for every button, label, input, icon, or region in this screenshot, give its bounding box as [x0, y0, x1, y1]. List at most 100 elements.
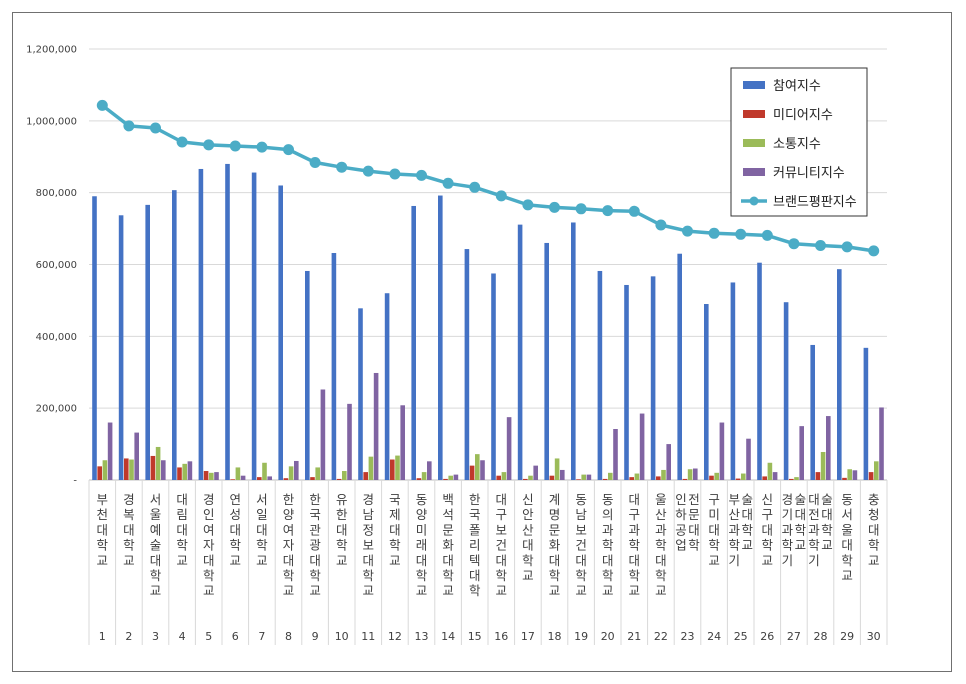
bar-커뮤니티지수 — [613, 429, 618, 480]
bar-참여지수 — [225, 163, 230, 480]
bar-소통지수 — [581, 474, 586, 480]
legend-swatch — [743, 168, 765, 176]
bar-커뮤니티지수 — [480, 460, 485, 480]
bar-커뮤니티지수 — [560, 469, 565, 480]
line-point — [123, 120, 135, 132]
line-point — [203, 139, 215, 151]
brand-line — [96, 99, 880, 257]
x-rank-label: 30 — [867, 630, 881, 643]
bar-커뮤니티지수 — [187, 461, 193, 480]
line-point — [655, 219, 667, 231]
bar-참여지수 — [730, 282, 736, 480]
bar-커뮤니티지수 — [586, 474, 592, 480]
bar-미디어지수 — [549, 475, 555, 480]
line-point — [150, 122, 161, 134]
bar-참여지수 — [145, 204, 150, 480]
x-rank-label: 1 — [99, 630, 106, 643]
line-point — [815, 240, 826, 251]
bar-미디어지수 — [656, 476, 661, 480]
bar-소통지수 — [820, 451, 826, 480]
line-point — [416, 169, 427, 181]
bar-미디어지수 — [336, 478, 342, 480]
x-rank-label: 14 — [441, 630, 455, 643]
x-rank-label: 9 — [312, 630, 319, 643]
bar-소통지수 — [794, 477, 799, 480]
bar-참여지수 — [517, 224, 523, 480]
bar-미디어지수 — [682, 478, 688, 480]
line-point — [442, 177, 454, 189]
x-rank-label: 4 — [179, 630, 186, 643]
bar-미디어지수 — [390, 459, 395, 480]
bar-미디어지수 — [310, 477, 315, 480]
y-tick-label: 200,000 — [36, 404, 77, 415]
bar-참여지수 — [783, 302, 789, 480]
x-rank-label: 22 — [654, 630, 668, 643]
line-point — [761, 229, 773, 241]
line-point — [495, 190, 507, 202]
line-point — [628, 205, 640, 217]
x-rank-label: 29 — [840, 630, 854, 643]
bar-커뮤니티지수 — [799, 426, 804, 481]
line-point — [868, 245, 880, 257]
line-point — [575, 203, 587, 215]
y-tick-label: 1,200,000 — [26, 45, 77, 56]
line-point — [256, 141, 268, 153]
bar-참여지수 — [837, 269, 842, 480]
y-tick-label: 400,000 — [36, 332, 77, 343]
x-rank-label: 15 — [468, 630, 482, 643]
x-rank-label: 28 — [814, 630, 828, 643]
bar-소통지수 — [847, 469, 852, 480]
line-point — [788, 238, 800, 250]
bar-참여지수 — [278, 185, 283, 481]
bar-미디어지수 — [150, 455, 156, 480]
line-point — [708, 227, 720, 239]
line-point — [283, 144, 294, 156]
bar-참여지수 — [305, 270, 310, 480]
bar-참여지수 — [597, 270, 603, 480]
bar-미디어지수 — [735, 478, 741, 480]
bar-소통지수 — [661, 469, 666, 480]
line-point — [682, 225, 693, 237]
bar-커뮤니티지수 — [134, 432, 139, 480]
bar-미디어지수 — [523, 478, 528, 480]
bar-미디어지수 — [443, 478, 448, 480]
line-point — [549, 201, 560, 213]
legend-label: 미디어지수 — [773, 108, 833, 123]
bar-미디어지수 — [203, 471, 209, 480]
bars — [92, 163, 884, 481]
line-point — [602, 205, 614, 217]
line-point — [841, 241, 853, 253]
x-rank-label: 21 — [627, 630, 641, 643]
line-point — [362, 165, 374, 177]
y-tick-label: 600,000 — [36, 260, 77, 271]
bar-커뮤니티지수 — [533, 465, 538, 480]
y-tick-label: - — [73, 476, 77, 487]
line-point — [389, 168, 401, 180]
bar-소통지수 — [687, 469, 693, 480]
bar-소통지수 — [102, 460, 108, 480]
bar-미디어지수 — [124, 458, 129, 480]
bar-커뮤니티지수 — [506, 417, 512, 480]
bar-미디어지수 — [230, 479, 235, 480]
bar-참여지수 — [571, 222, 576, 481]
legend-label: 참여지수 — [773, 79, 821, 94]
legend-label: 소통지수 — [773, 137, 821, 152]
x-category-label: 경 기 과 학 기술 대 학 교 — [782, 492, 807, 568]
x-rank-label: 7 — [258, 630, 265, 643]
y-axis: - 200,000 400,000 600,000 800,000 1,000,000 1,… — [26, 45, 77, 487]
bar-커뮤니티지수 — [373, 372, 379, 480]
bar-소통지수 — [714, 472, 719, 480]
x-rank-label: 18 — [548, 630, 562, 643]
